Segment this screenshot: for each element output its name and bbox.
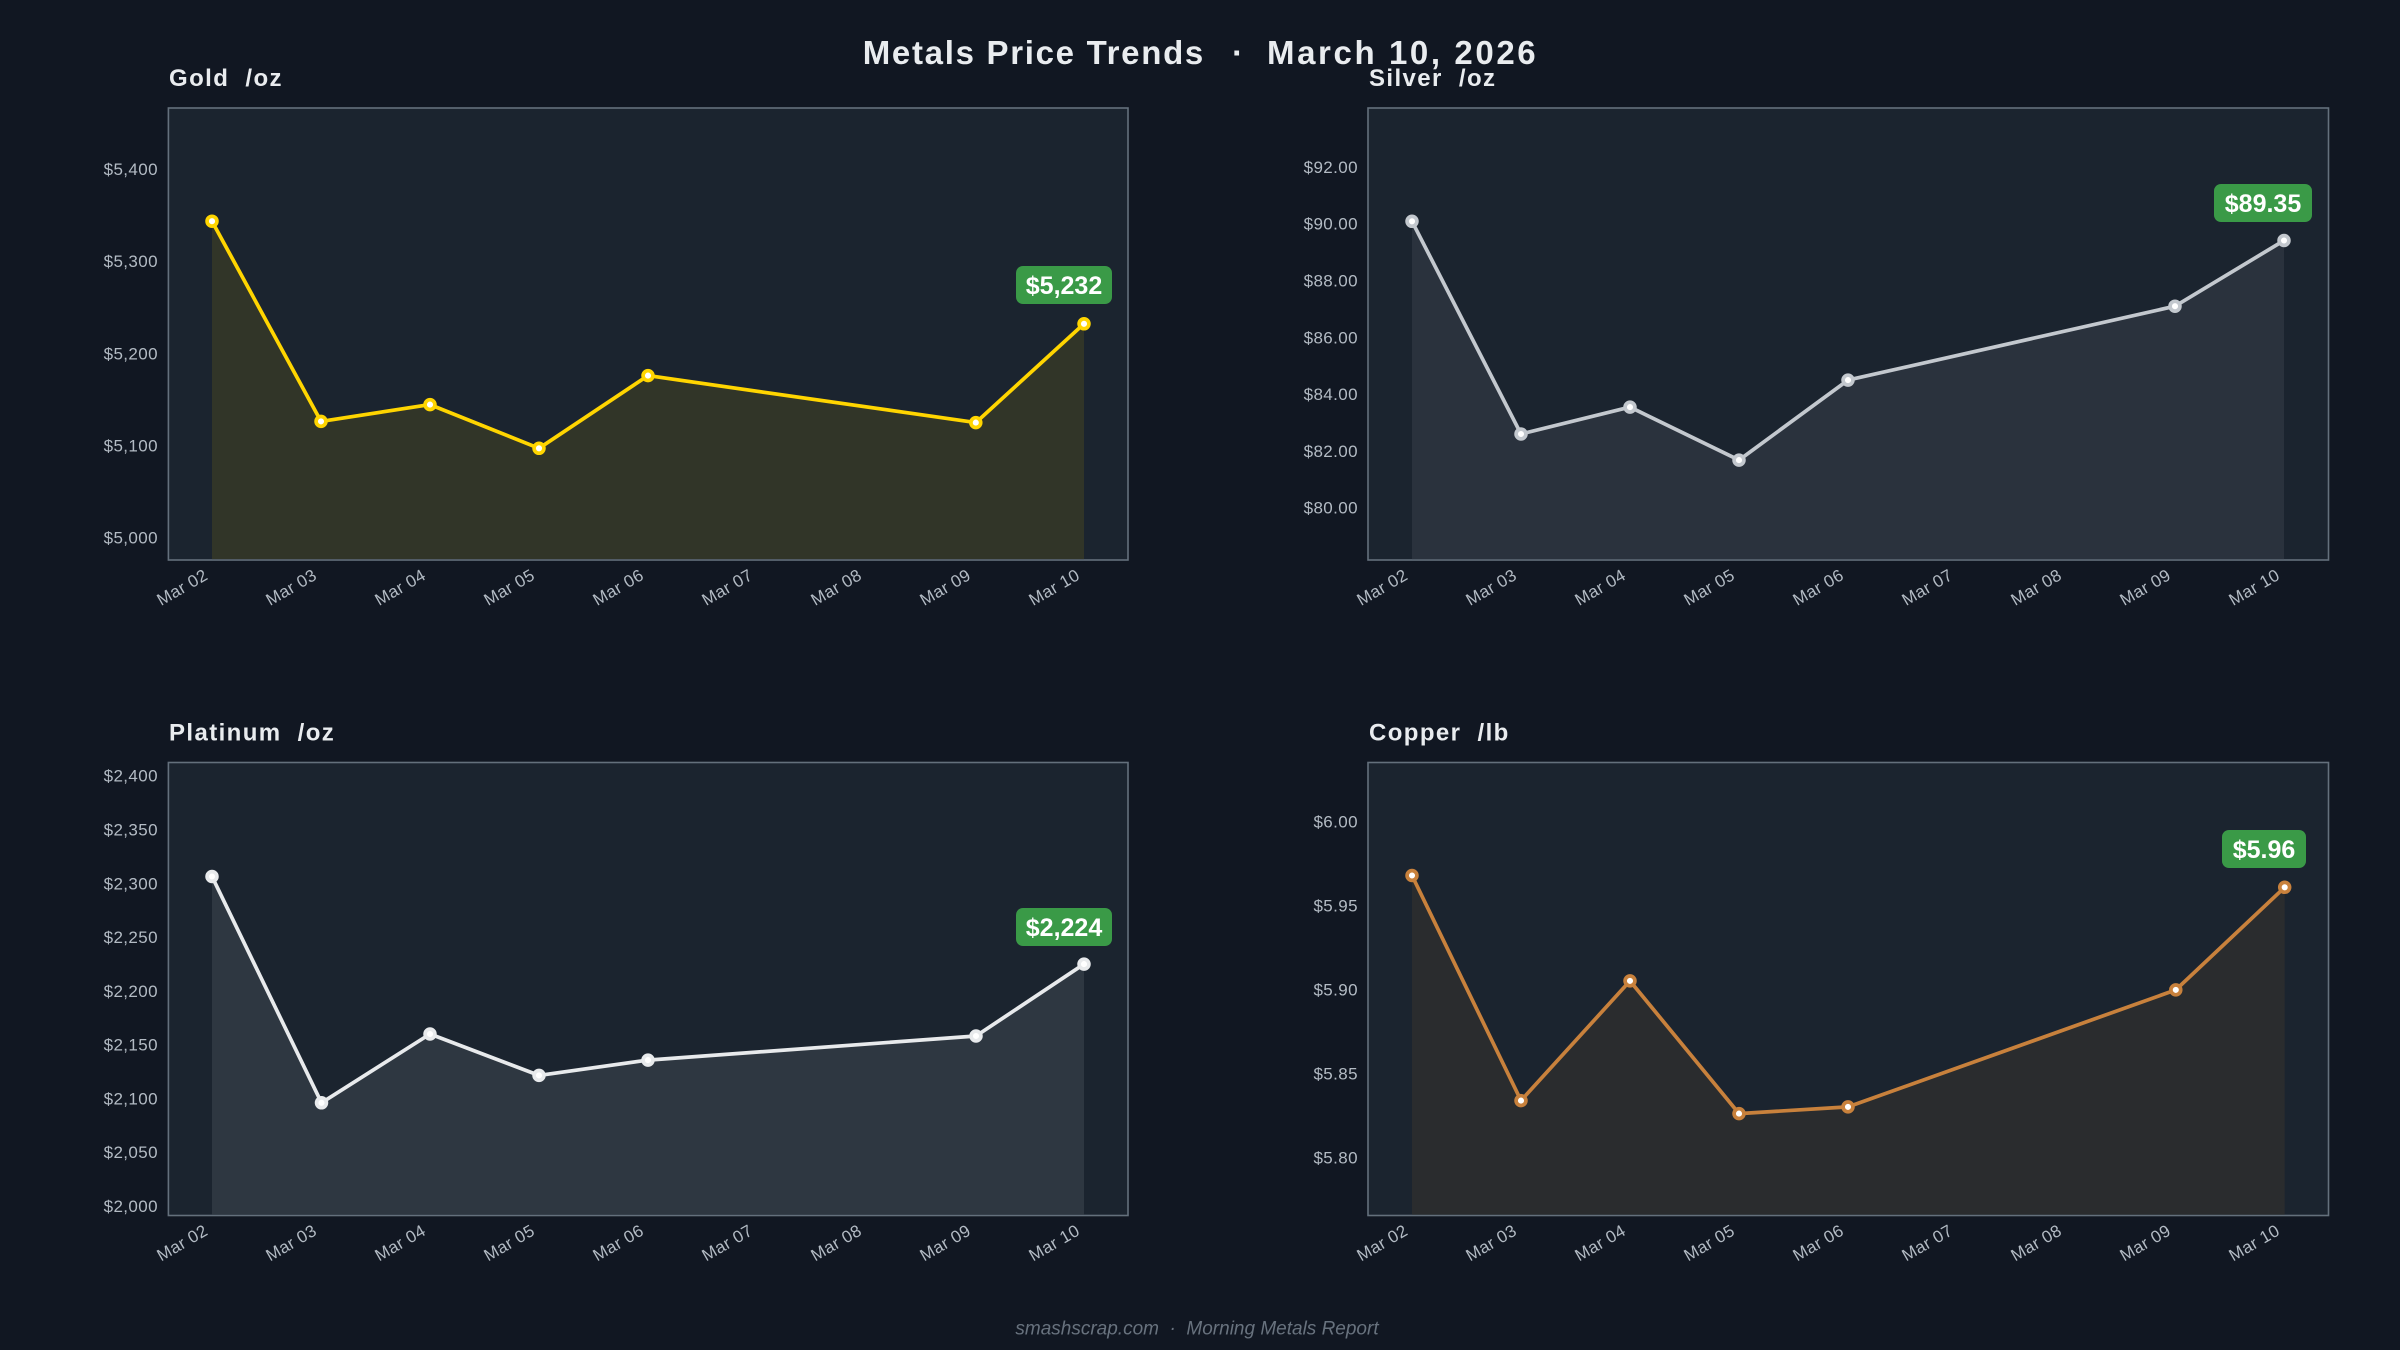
- svg-text:$5,232: $5,232: [1026, 272, 1102, 300]
- svg-text:$2,350: $2,350: [104, 821, 158, 840]
- svg-text:$84.00: $84.00: [1304, 385, 1358, 404]
- svg-text:$2,150: $2,150: [104, 1036, 158, 1055]
- svg-text:$82.00: $82.00: [1304, 442, 1358, 461]
- svg-text:$2,224: $2,224: [1026, 914, 1103, 942]
- svg-text:$5.80: $5.80: [1313, 1148, 1358, 1167]
- svg-text:$5.90: $5.90: [1313, 980, 1358, 999]
- svg-text:$88.00: $88.00: [1304, 271, 1358, 290]
- svg-text:$5.95: $5.95: [1313, 896, 1358, 915]
- svg-text:$2,300: $2,300: [104, 874, 158, 893]
- svg-text:$90.00: $90.00: [1304, 215, 1358, 234]
- svg-text:smashscrap.com · Morning Met: smashscrap.com · Morning Metals Report: [1015, 1319, 1379, 1340]
- svg-text:$5,300: $5,300: [104, 252, 158, 271]
- svg-text:$2,100: $2,100: [104, 1089, 158, 1108]
- svg-text:$6.00: $6.00: [1313, 812, 1358, 831]
- svg-text:$80.00: $80.00: [1304, 499, 1358, 518]
- svg-text:$5,200: $5,200: [104, 344, 158, 363]
- svg-text:March 10, 2026: March 10, 2026: [1267, 34, 1538, 71]
- svg-text:$5,000: $5,000: [104, 528, 158, 547]
- svg-text:Copper /lb: Copper /lb: [1369, 720, 1510, 747]
- svg-text:Platinum /oz: Platinum /oz: [169, 720, 335, 747]
- svg-text:$2,050: $2,050: [104, 1143, 158, 1162]
- svg-text:Gold /oz: Gold /oz: [169, 65, 283, 92]
- svg-text:$92.00: $92.00: [1304, 158, 1358, 177]
- svg-text:Silver /oz: Silver /oz: [1369, 65, 1496, 92]
- svg-text:$5,100: $5,100: [104, 436, 158, 455]
- svg-text:$86.00: $86.00: [1304, 328, 1358, 347]
- svg-text:$2,000: $2,000: [104, 1197, 158, 1216]
- svg-text:$2,250: $2,250: [104, 928, 158, 947]
- svg-text:$2,400: $2,400: [104, 767, 158, 786]
- svg-text:$2,200: $2,200: [104, 982, 158, 1001]
- svg-text:$5.96: $5.96: [2233, 836, 2296, 864]
- svg-text:Metals Price Trends: Metals Price Trends: [863, 34, 1205, 71]
- svg-text:$5.85: $5.85: [1313, 1064, 1358, 1083]
- svg-text:$89.35: $89.35: [2225, 190, 2302, 218]
- svg-text:$5,400: $5,400: [104, 160, 158, 179]
- svg-text:·: ·: [1232, 34, 1243, 71]
